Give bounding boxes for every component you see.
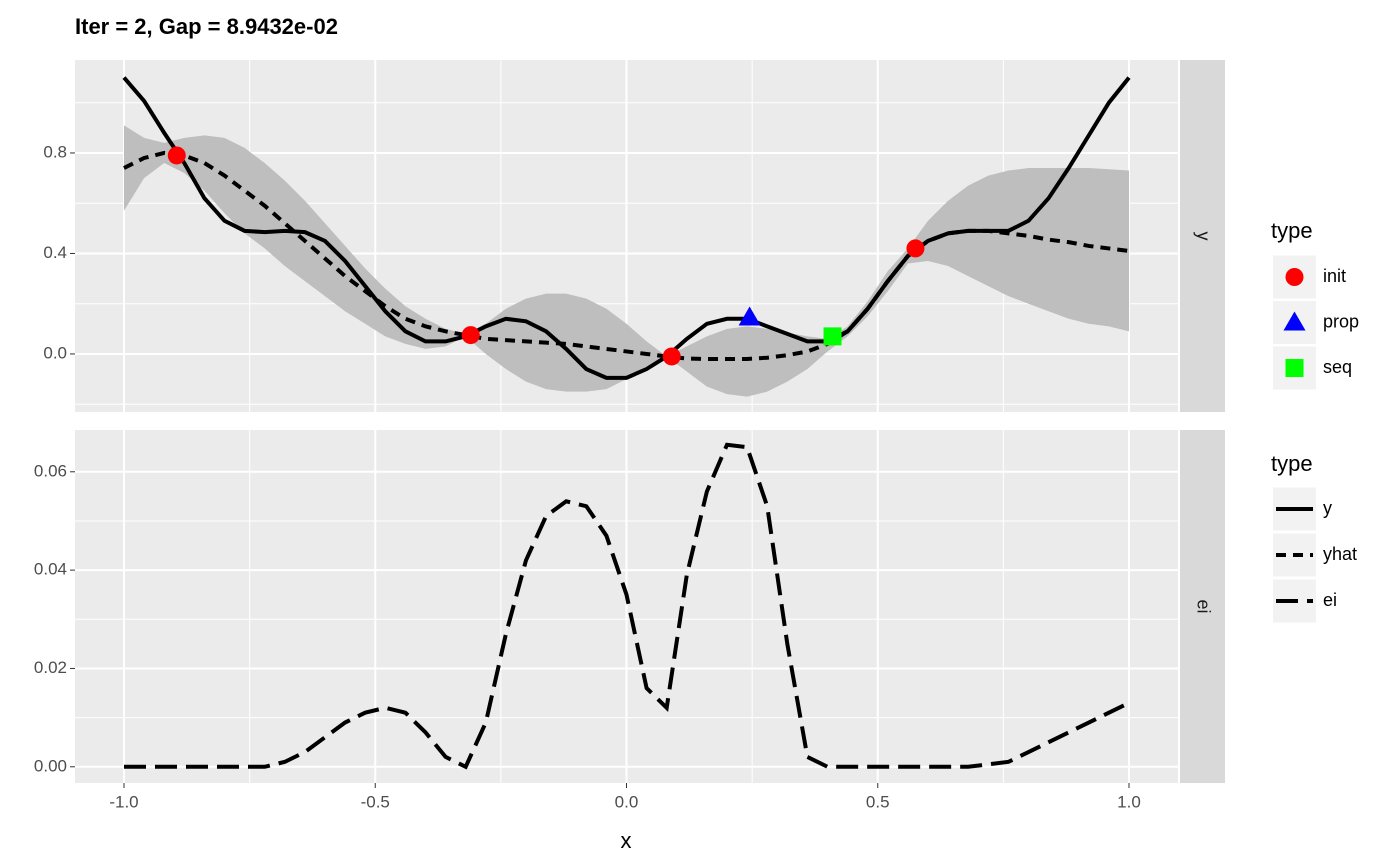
point [1285,268,1304,286]
y-tick-label: 0.02 [34,658,67,677]
series-line [123,442,1130,770]
y-tick-label: 0.0 [43,343,67,362]
x-tick-label: 0.5 [866,792,890,811]
point [662,347,681,366]
point [1285,359,1304,377]
legend-title: type [1271,218,1313,243]
legend-label: prop [1323,311,1359,331]
point [461,326,480,345]
point [738,306,761,326]
y-tick-label: 0.4 [43,243,67,262]
point [906,239,925,258]
facet-strip [1180,430,1225,783]
confidence-band [123,125,1130,397]
legend-label: y [1323,498,1332,518]
y-tick-label: 0.04 [34,560,67,579]
facet-strip [1180,60,1225,412]
x-tick-label: 1.0 [1117,792,1141,811]
chart-title: Iter = 2, Gap = 8.9432e-02 [75,14,338,39]
x-axis-label: x [621,828,632,853]
legend-label: seq [1323,357,1352,377]
x-tick-label: -0.5 [361,792,390,811]
y-tick-label: 0.8 [43,142,67,161]
facet-label: ei [1193,599,1213,613]
legend-label: init [1323,266,1346,286]
y-tick-label: 0.00 [34,756,67,775]
x-tick-label: 0.0 [615,792,639,811]
point [1283,311,1306,331]
series-line [123,150,1130,361]
legend-label: ei [1323,590,1337,610]
legend-title: type [1271,451,1313,476]
facet-label: y [1193,232,1213,241]
point [823,327,842,346]
x-tick-label: -1.0 [109,792,138,811]
y-tick-label: 0.06 [34,461,67,480]
point [167,146,186,165]
legend-label: yhat [1323,544,1357,564]
